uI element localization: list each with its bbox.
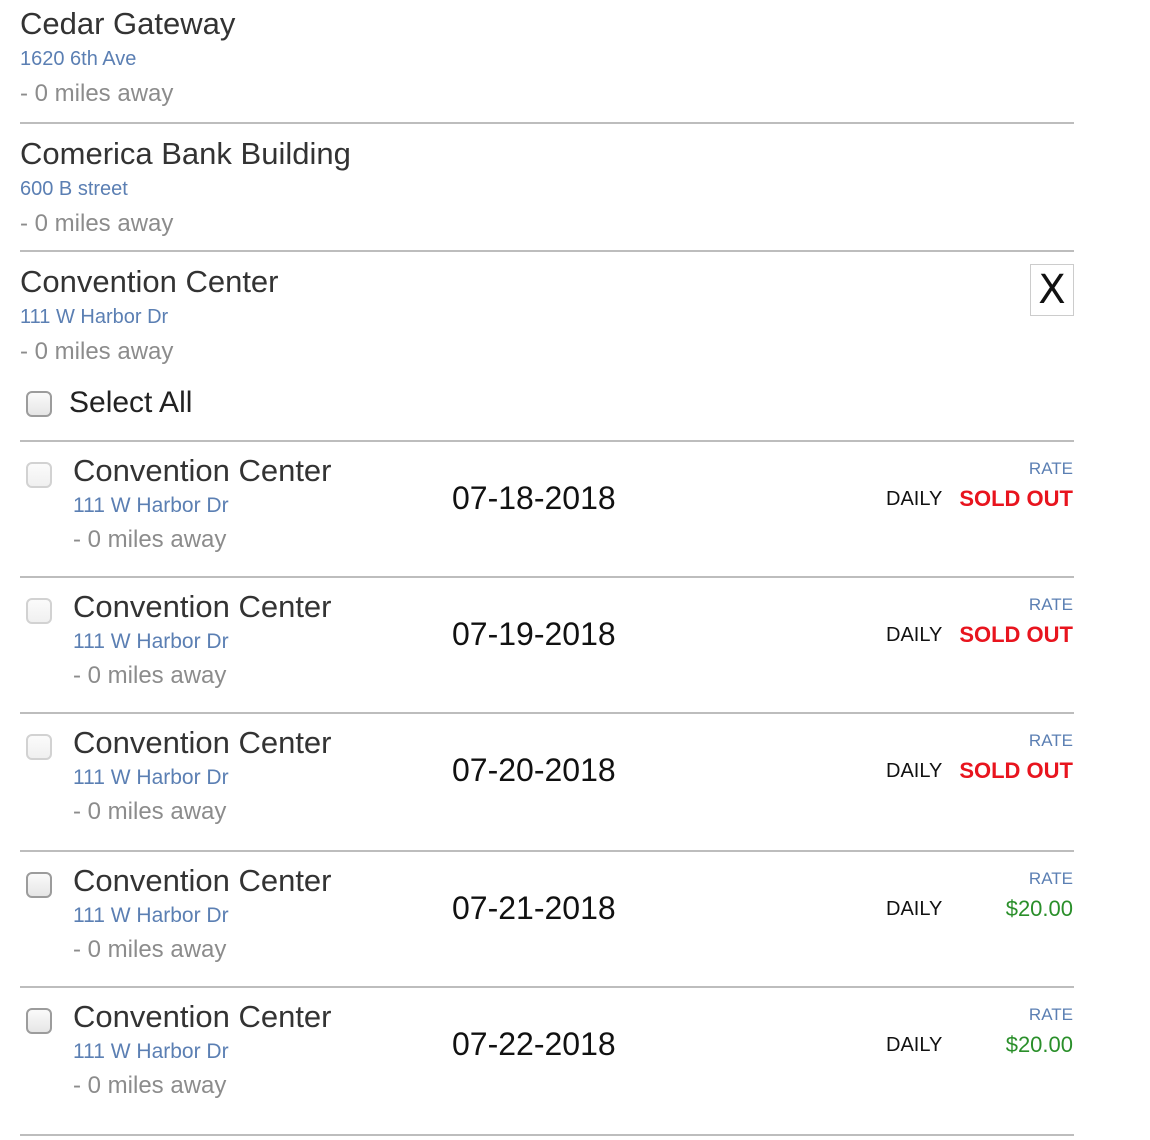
sold-out-status: SOLD OUT [959, 760, 1073, 782]
location-address-link[interactable]: 600 B street [20, 179, 128, 199]
select-all-checkbox[interactable] [26, 391, 52, 417]
rate-label: RATE [1029, 1006, 1073, 1023]
rate-row: Convention Center 111 W Harbor Dr - 0 mi… [20, 852, 1074, 988]
rate-type: DAILY [886, 1035, 942, 1055]
row-date: 07-20-2018 [452, 754, 616, 786]
row-date: 07-22-2018 [452, 1028, 616, 1060]
close-icon: X [1038, 270, 1065, 310]
rate-row: Convention Center 111 W Harbor Dr - 0 mi… [20, 442, 1074, 578]
select-all-control[interactable]: Select All [20, 384, 420, 424]
rate-label: RATE [1029, 460, 1073, 477]
sold-out-status: SOLD OUT [959, 488, 1073, 510]
row-location-name: Convention Center [73, 865, 332, 896]
row-address-link[interactable]: 111 W Harbor Dr [73, 905, 229, 926]
row-address-link[interactable]: 111 W Harbor Dr [73, 1041, 229, 1062]
row-distance: - 0 miles away [73, 800, 226, 824]
rate-row: Convention Center 111 W Harbor Dr - 0 mi… [20, 714, 1074, 852]
rate-label: RATE [1029, 732, 1073, 749]
row-checkbox[interactable] [26, 462, 52, 488]
rate-type: DAILY [886, 489, 942, 509]
location-item-convention-center-expanded: Convention Center 111 W Harbor Dr - 0 mi… [20, 252, 1074, 442]
row-address-link[interactable]: 111 W Harbor Dr [73, 631, 229, 652]
location-address-link[interactable]: 1620 6th Ave [20, 49, 136, 69]
row-address-link[interactable]: 111 W Harbor Dr [73, 495, 229, 516]
row-date: 07-21-2018 [452, 892, 616, 924]
row-date: 07-19-2018 [452, 618, 616, 650]
location-list: Cedar Gateway 1620 6th Ave - 0 miles awa… [20, 0, 1074, 1136]
row-distance: - 0 miles away [73, 528, 226, 552]
row-checkbox[interactable] [26, 598, 52, 624]
row-distance: - 0 miles away [73, 938, 226, 962]
select-all-label[interactable]: Select All [69, 388, 192, 418]
location-name: Comerica Bank Building [20, 138, 351, 169]
location-address-link[interactable]: 111 W Harbor Dr [20, 307, 168, 327]
location-distance: - 0 miles away [20, 212, 173, 236]
row-address-link[interactable]: 111 W Harbor Dr [73, 767, 229, 788]
row-checkbox[interactable] [26, 1008, 52, 1034]
row-distance: - 0 miles away [73, 664, 226, 688]
location-distance: - 0 miles away [20, 82, 173, 106]
rate-row: Convention Center 111 W Harbor Dr - 0 mi… [20, 988, 1074, 1136]
row-checkbox[interactable] [26, 734, 52, 760]
rate-label: RATE [1029, 596, 1073, 613]
close-button[interactable]: X [1030, 264, 1074, 316]
location-name: Cedar Gateway [20, 8, 235, 39]
rate-type: DAILY [886, 761, 942, 781]
row-date: 07-18-2018 [452, 482, 616, 514]
rate-type: DAILY [886, 625, 942, 645]
rate-row: Convention Center 111 W Harbor Dr - 0 mi… [20, 578, 1074, 714]
row-location-name: Convention Center [73, 455, 332, 486]
row-distance: - 0 miles away [73, 1074, 226, 1098]
rate-price: $20.00 [1006, 898, 1073, 920]
location-item-comerica-bank-building[interactable]: Comerica Bank Building 600 B street - 0 … [20, 124, 1074, 252]
rate-label: RATE [1029, 870, 1073, 887]
rate-price: $20.00 [1006, 1034, 1073, 1056]
location-item-cedar-gateway[interactable]: Cedar Gateway 1620 6th Ave - 0 miles awa… [20, 0, 1074, 124]
row-location-name: Convention Center [73, 591, 332, 622]
sold-out-status: SOLD OUT [959, 624, 1073, 646]
row-checkbox[interactable] [26, 872, 52, 898]
row-location-name: Convention Center [73, 1001, 332, 1032]
location-name: Convention Center [20, 266, 279, 297]
rate-type: DAILY [886, 899, 942, 919]
row-location-name: Convention Center [73, 727, 332, 758]
location-distance: - 0 miles away [20, 340, 173, 364]
